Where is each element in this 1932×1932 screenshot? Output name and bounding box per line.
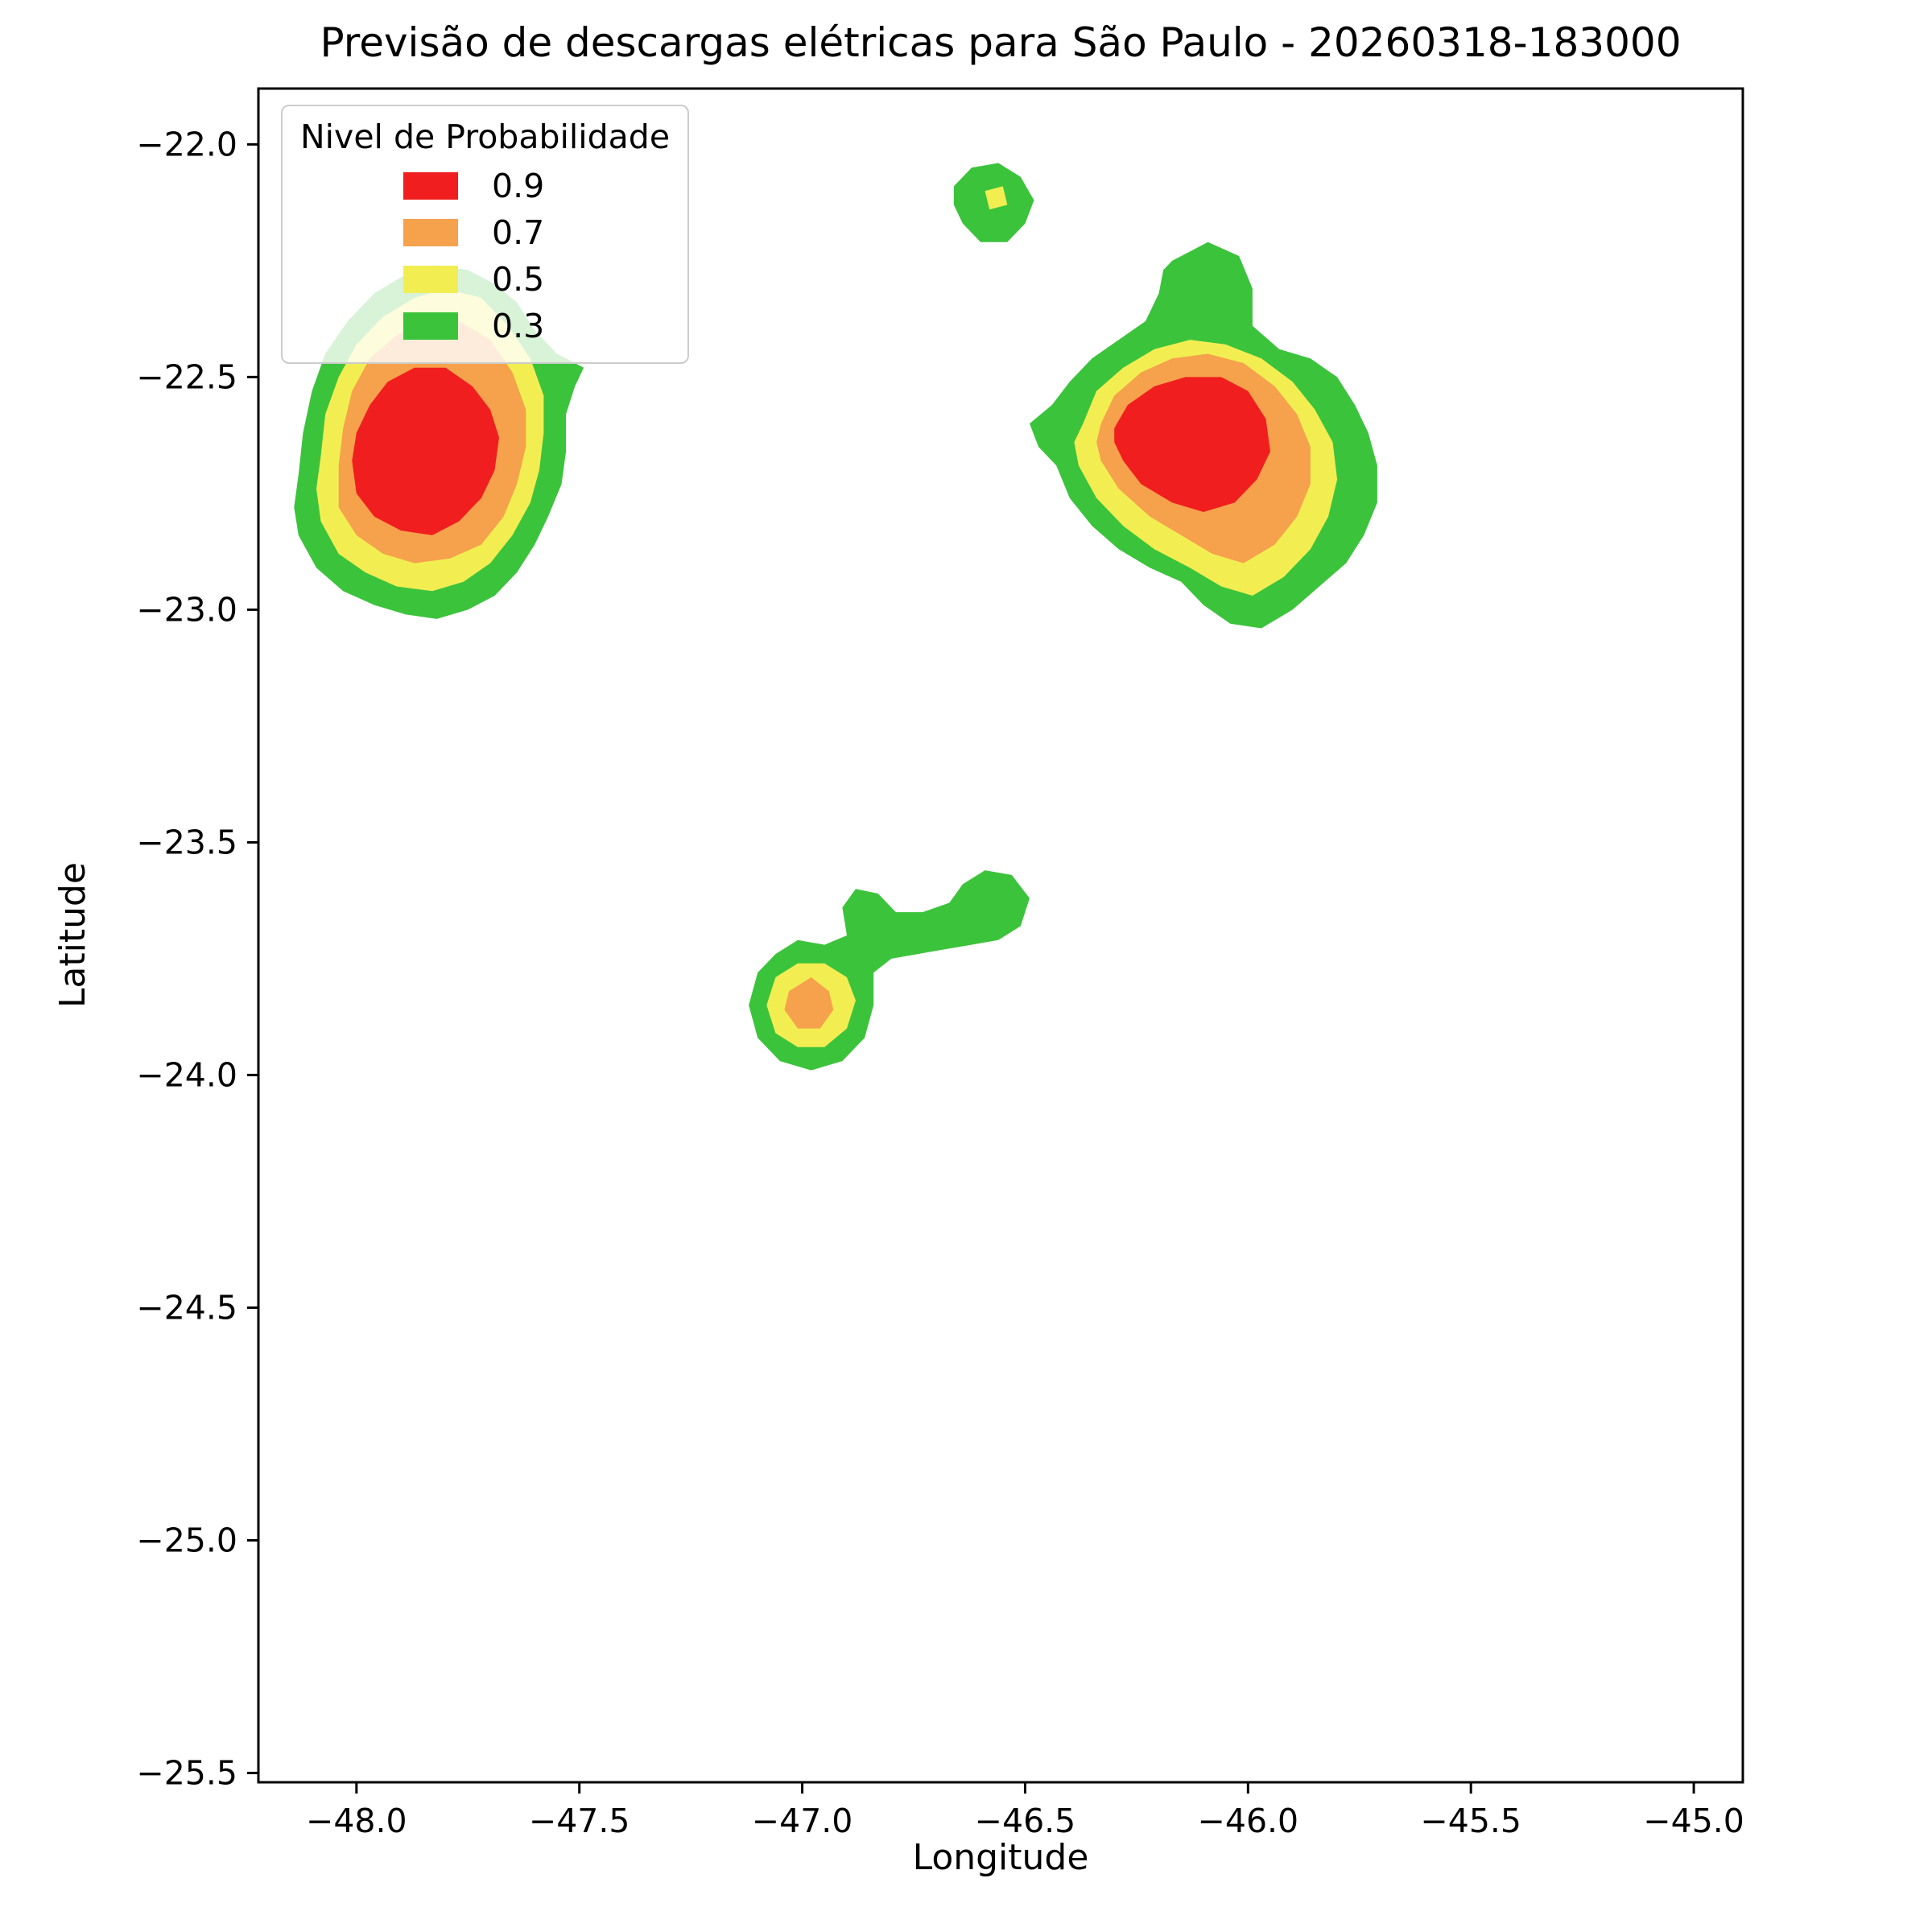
- legend-swatch-0.9: [403, 172, 458, 200]
- legend-entry-label-0.3: 0.3: [492, 307, 545, 345]
- legend-entry-label-0.5: 0.5: [492, 260, 545, 299]
- region-south-central-cell: [749, 870, 1030, 1071]
- y-tick-label-−22.0: −22.0: [136, 125, 237, 163]
- region-north-small-cell: [953, 163, 1034, 242]
- legend-entry-0.3: 0.3: [403, 303, 670, 349]
- y-axis-label: Latitude: [52, 862, 93, 1009]
- legend-entry-0.5: 0.5: [403, 256, 670, 303]
- y-tick-label-−23.0: −23.0: [136, 590, 237, 629]
- axes-frame: [257, 87, 1744, 1784]
- contour-regions: [294, 163, 1377, 1071]
- x-tick-label-−47.0: −47.0: [752, 1802, 853, 1840]
- y-tick-label-−25.0: −25.0: [136, 1521, 237, 1559]
- y-tick-label-−23.5: −23.5: [136, 823, 237, 861]
- legend-entries: 0.9 0.7 0.5 0.3: [300, 163, 670, 349]
- x-axis-label: Longitude: [912, 1837, 1089, 1878]
- x-tick-label-−47.5: −47.5: [529, 1802, 630, 1840]
- legend-swatch-0.3: [403, 312, 458, 340]
- chart-title: Previsão de descargas elétricas para São…: [320, 19, 1682, 66]
- x-tick-label-−46.5: −46.5: [975, 1802, 1076, 1840]
- x-tick-label-−48.0: −48.0: [306, 1802, 407, 1840]
- legend-swatch-0.7: [403, 219, 458, 246]
- legend-title: Nivel de Probabilidade: [300, 118, 671, 156]
- region-east-cell: [1030, 242, 1377, 629]
- contour-north-small-cell-level-0.5: [985, 186, 1008, 210]
- legend-entry-0.9: 0.9: [403, 163, 670, 209]
- y-tick-label-−25.5: −25.5: [136, 1753, 237, 1792]
- legend-entry-label-0.9: 0.9: [492, 167, 545, 205]
- legend-entry-label-0.7: 0.7: [492, 213, 545, 252]
- contour-south-central-cell-level-0.7: [784, 977, 834, 1029]
- x-tick-label-−46.0: −46.0: [1198, 1802, 1299, 1840]
- legend: Nivel de Probabilidade 0.9 0.7 0.5 0.3: [281, 105, 690, 364]
- y-axis-label-wrap: Latitude: [42, 89, 103, 1782]
- legend-entry-0.7: 0.7: [403, 209, 670, 256]
- contour-east-cell-level-0.9: [1114, 377, 1270, 512]
- legend-swatch-0.5: [403, 266, 458, 293]
- y-tick-label-−22.5: −22.5: [136, 357, 237, 396]
- x-tick-label-−45.0: −45.0: [1643, 1802, 1744, 1840]
- x-tick-label-−45.5: −45.5: [1420, 1802, 1521, 1840]
- y-tick-label-−24.0: −24.0: [136, 1055, 237, 1094]
- y-tick-label-−24.5: −24.5: [136, 1288, 237, 1327]
- contour-west-cell-level-0.9: [352, 367, 499, 535]
